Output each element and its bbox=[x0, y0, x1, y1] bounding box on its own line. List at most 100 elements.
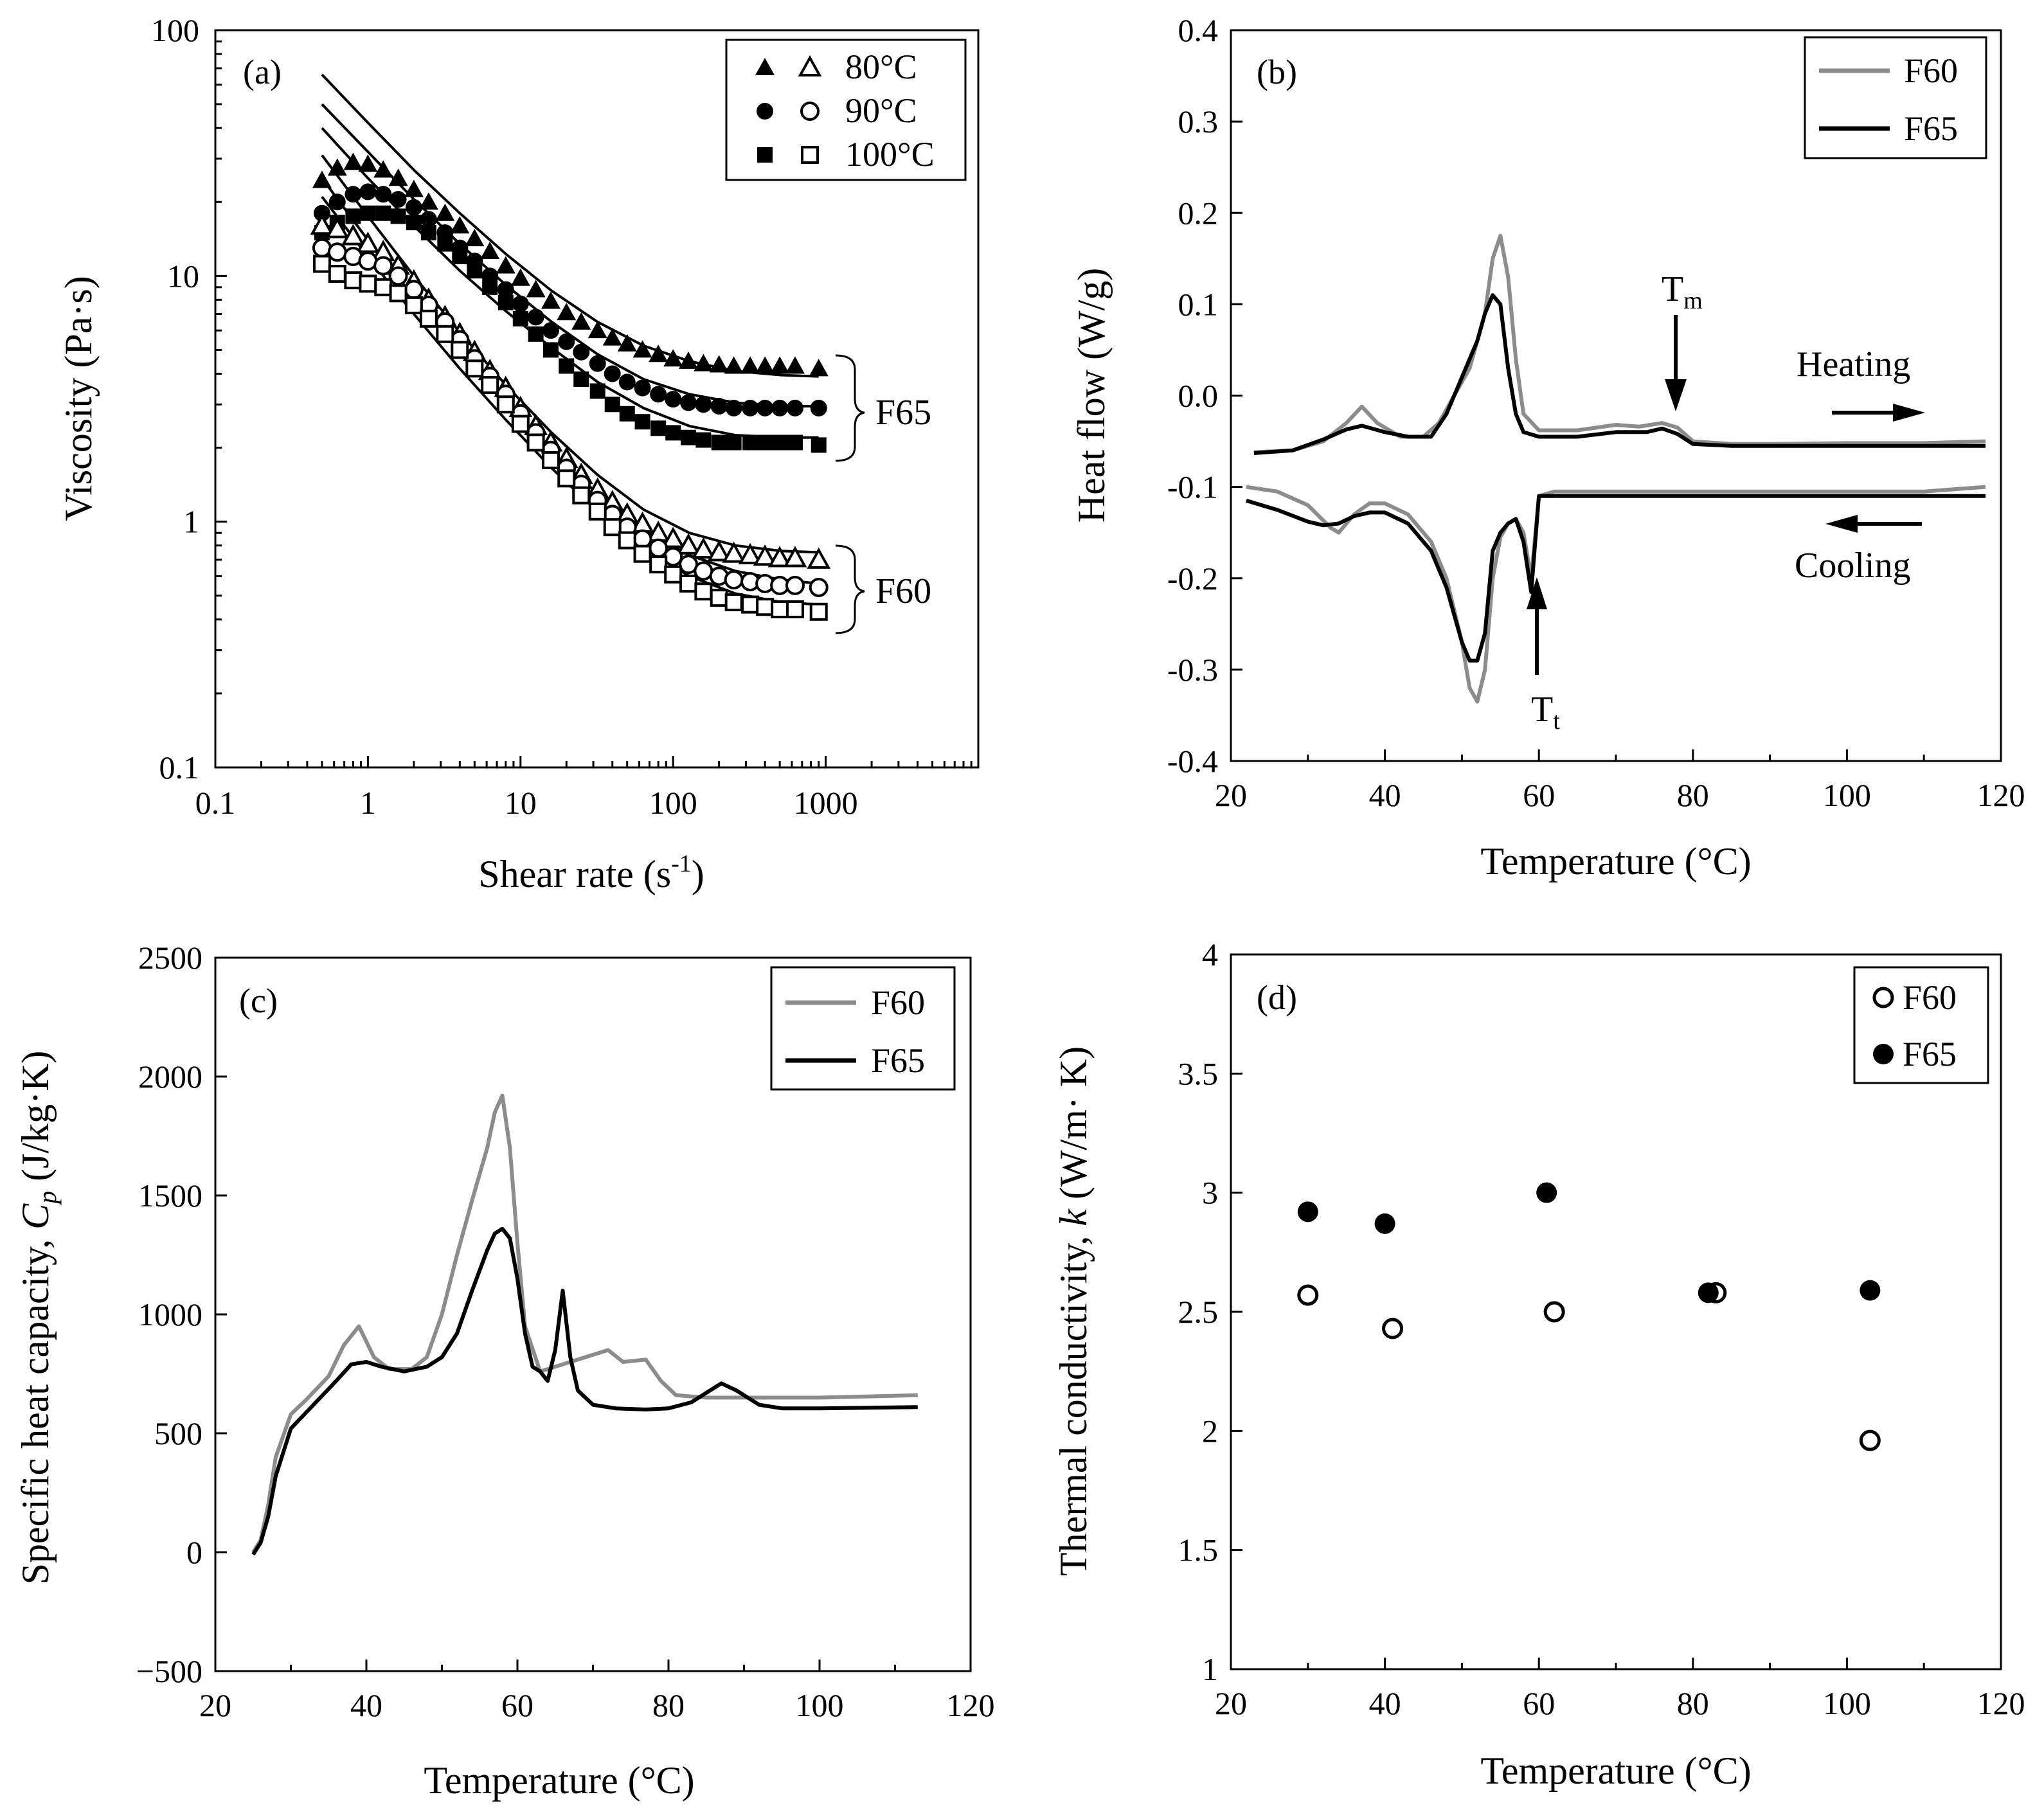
tm-arrow-head bbox=[1665, 379, 1687, 411]
series-f60-line bbox=[251, 1093, 918, 1553]
y-tick-label: −500 bbox=[136, 1653, 202, 1689]
panel-c-y-axis-label: Specific heat capacity, Cp (J/kg·K) bbox=[14, 1051, 62, 1585]
y-tick-label: 0.3 bbox=[1178, 103, 1219, 139]
f60-square-point bbox=[756, 598, 775, 616]
f60-square-point bbox=[603, 518, 622, 537]
f65-square-point bbox=[390, 208, 406, 224]
panel-b-heat-flow-chart: 20 40 60 80 100 120 -0.4 -0.3 -0.2 -0.1 0.0 0.1 0.2 0… bbox=[1070, 12, 2025, 882]
f65-triangle-point bbox=[510, 268, 530, 286]
f65-square-point bbox=[726, 434, 742, 451]
f65-circle-point bbox=[786, 399, 803, 416]
group-label-f60: F60 bbox=[875, 571, 931, 611]
f65-circle-point bbox=[710, 398, 728, 415]
panel-d-x-axis-label: Temperature (°C) bbox=[1480, 1750, 1751, 1792]
legend-open-square-marker bbox=[801, 146, 819, 164]
f65-square-point bbox=[467, 263, 483, 279]
f65-circle-point bbox=[650, 386, 667, 403]
series-f60-heating-line bbox=[1253, 233, 1986, 454]
point-f65 bbox=[1297, 1201, 1318, 1222]
point-f65 bbox=[1536, 1182, 1557, 1203]
x-tick-label: 80 bbox=[1677, 1685, 1709, 1721]
annotation-tm: Tm bbox=[1662, 269, 1703, 314]
panel-b-series-lines bbox=[1246, 233, 1986, 704]
x-tick-label: 100 bbox=[1823, 1685, 1871, 1721]
f65-triangle-point bbox=[571, 312, 591, 330]
f65-bracket bbox=[835, 354, 865, 462]
x-tick-label: 60 bbox=[1523, 777, 1555, 813]
fit-curve bbox=[321, 103, 819, 407]
f65-circle-point bbox=[757, 399, 774, 416]
f60-square-point bbox=[710, 589, 728, 607]
y-tick-label: 0.0 bbox=[1178, 378, 1219, 414]
panel-a-legend-symbols bbox=[755, 55, 822, 164]
f65-circle-point bbox=[328, 193, 346, 211]
y-tick-label: 10 bbox=[167, 258, 199, 294]
f60-square-point bbox=[679, 574, 698, 593]
panel-d-legend-box bbox=[1853, 966, 1989, 1084]
f60-circle-point bbox=[388, 266, 408, 286]
f60-circle-point bbox=[785, 575, 805, 595]
y-tick-label: 1000 bbox=[138, 1296, 202, 1332]
f65-triangle-point bbox=[373, 160, 393, 178]
f65-triangle-point bbox=[755, 356, 775, 374]
x-tick-label: 40 bbox=[1369, 1685, 1401, 1721]
f60-square-point bbox=[419, 309, 438, 328]
panel-b-x-axis-label: Temperature (°C) bbox=[1480, 840, 1751, 882]
y-tick-label: 2 bbox=[1202, 1413, 1218, 1449]
f65-square-point bbox=[542, 342, 559, 358]
panel-c-label: (c) bbox=[239, 981, 278, 1020]
annotation-tt: Tt bbox=[1531, 690, 1560, 735]
f60-square-point bbox=[404, 296, 423, 314]
panel-b-label: (b) bbox=[1257, 53, 1297, 91]
legend-filled-triangle-marker bbox=[755, 58, 775, 75]
y-tick-label: 0.1 bbox=[159, 749, 200, 785]
panel-c-x-axis-label: Temperature (°C) bbox=[424, 1759, 694, 1802]
f65-circle-point bbox=[695, 396, 712, 413]
y-tick-label: -0.4 bbox=[1167, 743, 1218, 779]
legend-label-f60: F60 bbox=[871, 983, 925, 1022]
f65-triangle-point bbox=[418, 192, 438, 210]
legend-label-f65: F65 bbox=[1904, 109, 1958, 148]
panel-a-legend: 80°C 90°C 100°C bbox=[725, 39, 967, 181]
series-f65-heating-line bbox=[1253, 293, 1986, 455]
y-tick-label: 0.2 bbox=[1178, 195, 1219, 231]
x-tick-label: 20 bbox=[1215, 777, 1247, 813]
f60-square-point bbox=[374, 278, 393, 296]
group-label-f65: F65 bbox=[875, 393, 931, 433]
f65-triangle-point bbox=[649, 345, 668, 363]
f65-circle-point bbox=[420, 211, 437, 228]
f65-circle-point bbox=[573, 343, 590, 361]
f60-triangle-point bbox=[691, 537, 715, 559]
x-tick-label: 1 bbox=[360, 785, 376, 821]
panel-a-x-axis-label: Shear rate (s-1) bbox=[478, 850, 704, 895]
f65-square-point bbox=[757, 434, 773, 451]
f65-triangle-point bbox=[785, 356, 805, 374]
f60-square-point bbox=[771, 600, 789, 618]
f60-square-point bbox=[344, 271, 363, 290]
series-f60-cooling-line bbox=[1246, 485, 1986, 704]
fit-curve bbox=[321, 154, 819, 554]
f65-square-point bbox=[681, 429, 697, 445]
y-tick-label: 0.1 bbox=[1178, 286, 1219, 322]
f65-square-point bbox=[589, 383, 605, 399]
f60-triangle-point bbox=[767, 546, 792, 568]
f65-triangle-point bbox=[312, 170, 332, 188]
f60-square-point bbox=[496, 395, 515, 414]
f60-square-point bbox=[465, 359, 484, 378]
f65-circle-point bbox=[618, 373, 636, 391]
f65-square-point bbox=[650, 420, 667, 436]
f65-square-point bbox=[634, 414, 650, 430]
f60-bracket bbox=[835, 544, 865, 634]
f60-circle-point bbox=[327, 242, 347, 262]
y-tick-label: -0.3 bbox=[1167, 652, 1218, 688]
f60-square-point bbox=[526, 433, 545, 452]
legend-open-triangle-marker bbox=[798, 55, 822, 76]
y-tick-label: 500 bbox=[154, 1415, 202, 1451]
f65-circle-point bbox=[542, 322, 559, 339]
panel-b-y-axis-label: Heat flow (W/g) bbox=[1070, 268, 1113, 523]
f60-triangle-point bbox=[753, 544, 777, 566]
panel-d-label: (d) bbox=[1257, 978, 1297, 1017]
f65-circle-point bbox=[558, 333, 575, 350]
f65-triangle-point bbox=[694, 354, 713, 371]
x-tick-label: 60 bbox=[1523, 1685, 1555, 1721]
